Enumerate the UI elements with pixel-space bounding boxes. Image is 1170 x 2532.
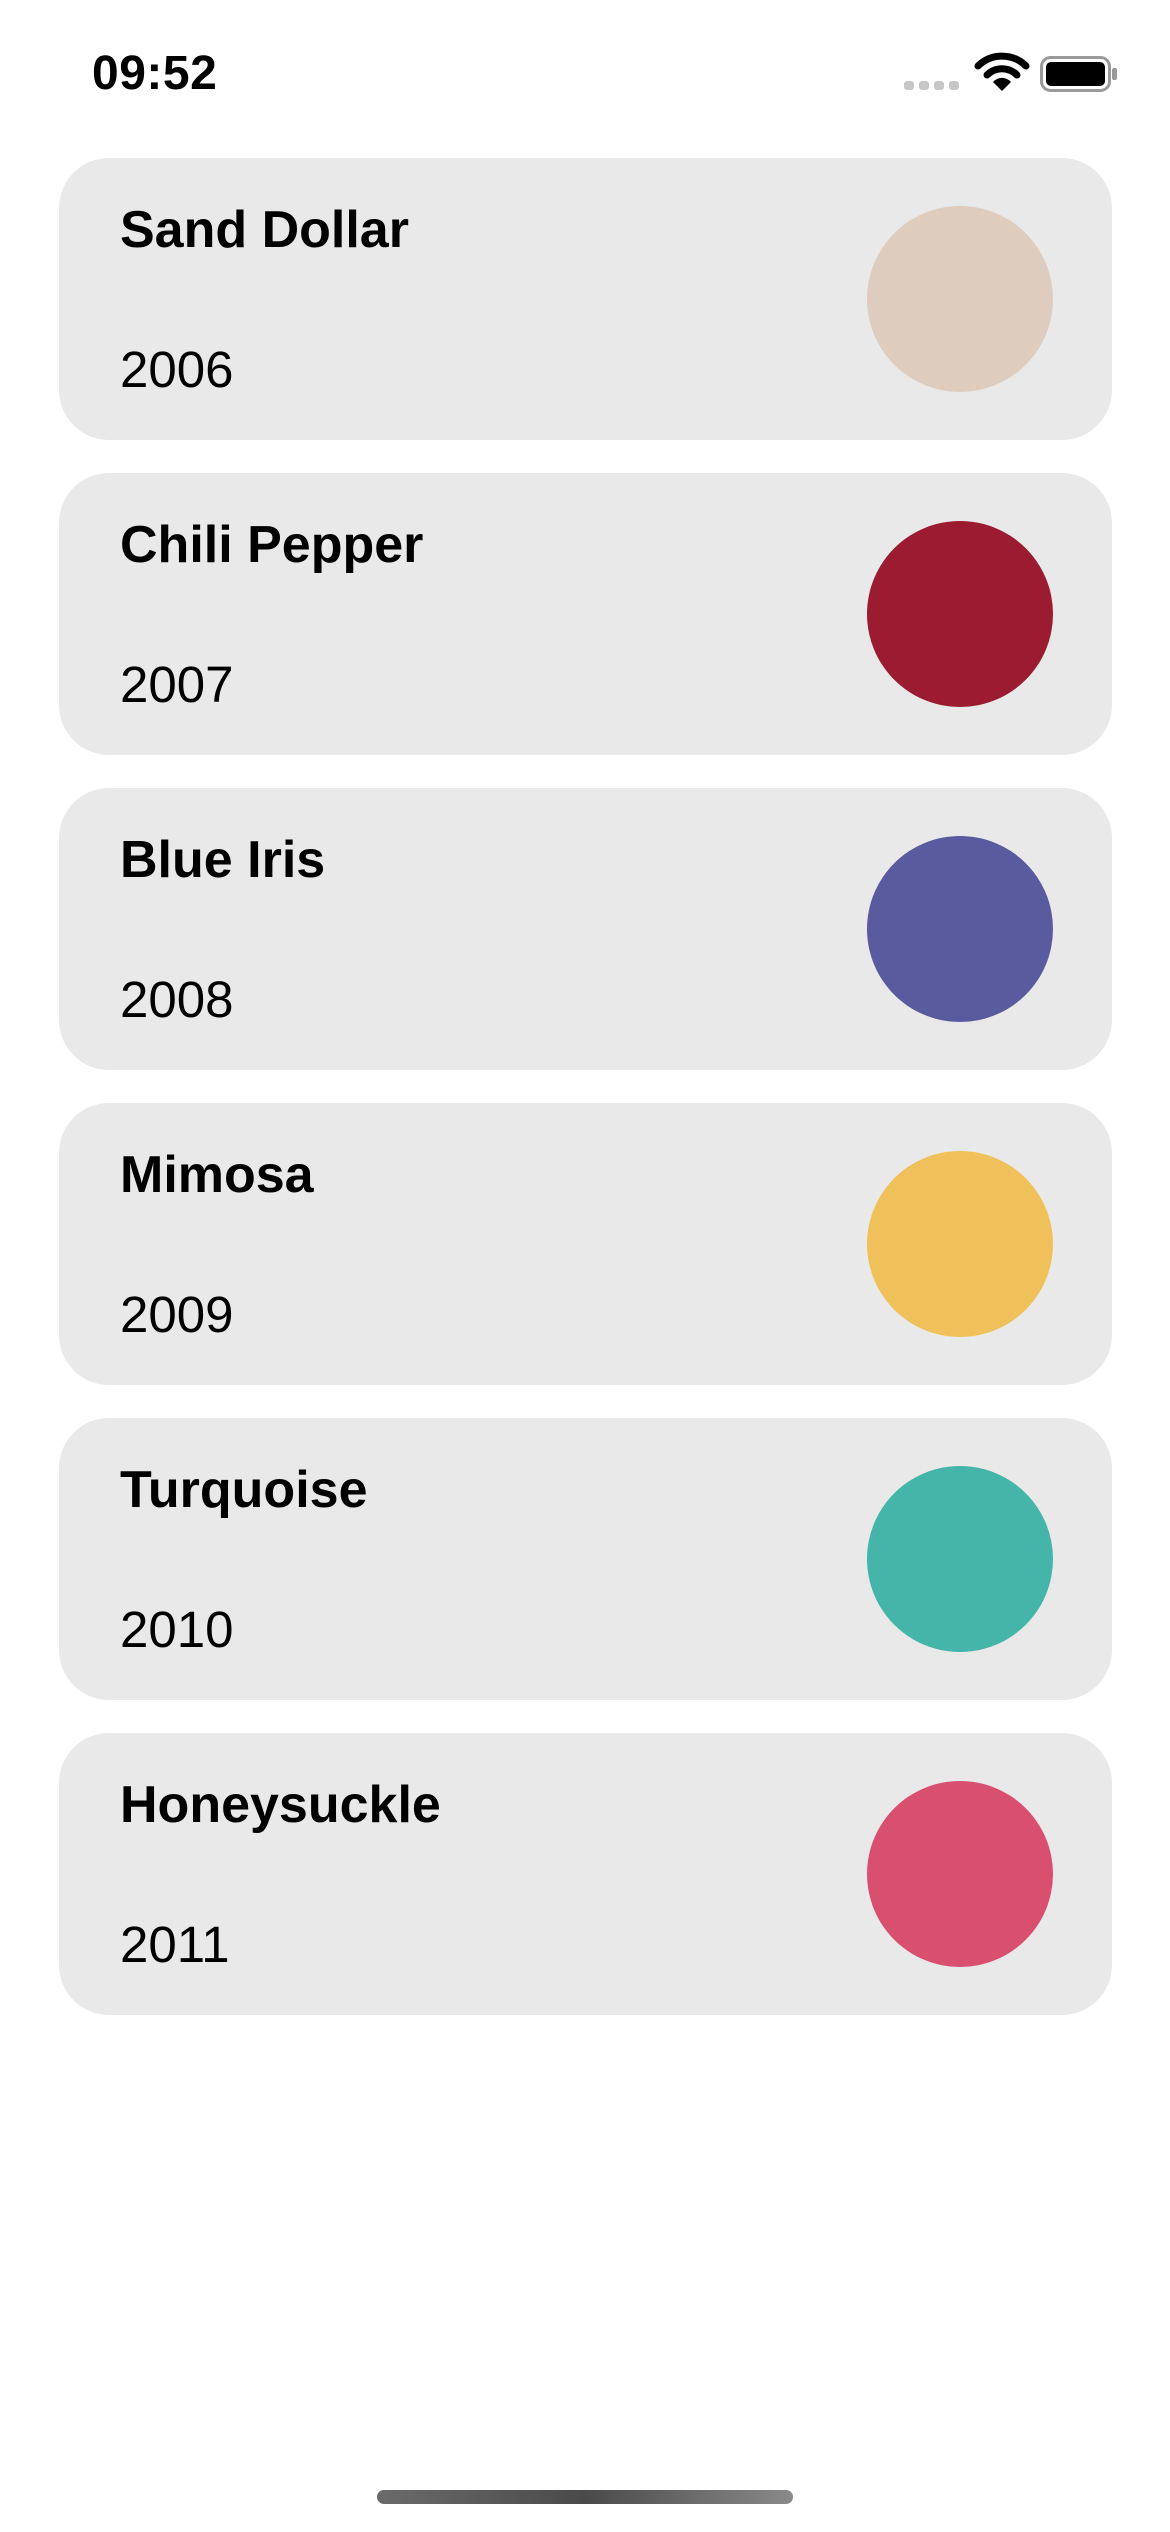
color-name: Honeysuckle [120,1776,441,1834]
cellular-signal-icon [904,81,959,90]
list-item[interactable]: Chili Pepper 2007 [59,473,1112,755]
color-swatch [867,521,1053,707]
list-item[interactable]: Blue Iris 2008 [59,788,1112,1070]
status-bar: 09:52 [0,0,1170,150]
wifi-icon [974,52,1030,91]
color-year: 2008 [120,971,234,1028]
list-item[interactable]: Mimosa 2009 [59,1103,1112,1385]
color-list: Sand Dollar 2006 Chili Pepper 2007 Blue … [59,158,1112,2048]
color-year: 2010 [120,1601,234,1658]
list-item[interactable]: Turquoise 2010 [59,1418,1112,1700]
list-item[interactable]: Honeysuckle 2011 [59,1733,1112,2015]
color-name: Blue Iris [120,831,326,889]
color-swatch [867,836,1053,1022]
color-year: 2006 [120,341,234,398]
color-swatch [867,206,1053,392]
home-indicator[interactable] [377,2490,793,2504]
color-year: 2011 [120,1916,230,1973]
status-time: 09:52 [92,47,218,100]
list-item[interactable]: Sand Dollar 2006 [59,158,1112,440]
color-swatch [867,1781,1053,1967]
color-name: Chili Pepper [120,516,424,574]
color-year: 2007 [120,656,234,713]
battery-icon [1040,56,1117,92]
color-swatch [867,1151,1053,1337]
color-year: 2009 [120,1286,234,1343]
color-name: Sand Dollar [120,201,409,259]
color-name: Turquoise [120,1461,368,1519]
color-name: Mimosa [120,1146,314,1204]
color-swatch [867,1466,1053,1652]
